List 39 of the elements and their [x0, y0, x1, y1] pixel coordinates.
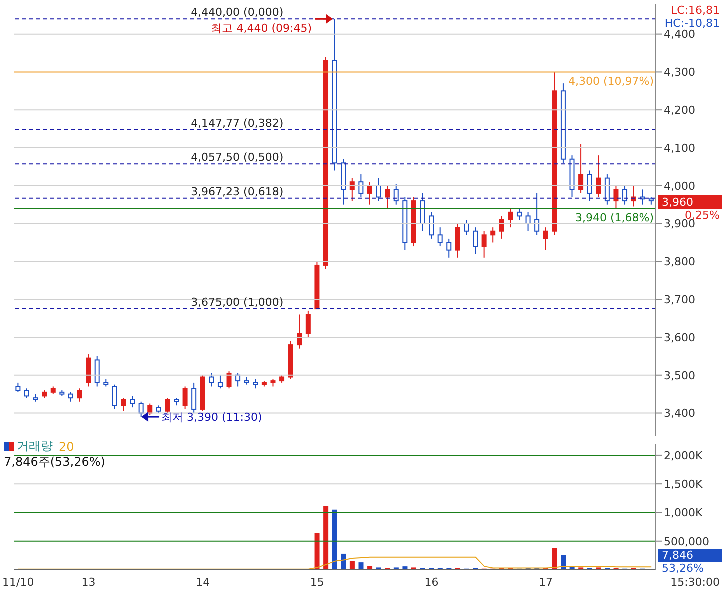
y-tick-label: 1,000K — [664, 506, 704, 520]
y-tick-label: 4,100 — [664, 142, 696, 155]
annotation: 최저 3,390 (11:30) — [162, 411, 262, 424]
y-tick-label: 3,800 — [664, 256, 696, 269]
annotation: 4,057,50 (0,500) — [191, 151, 284, 164]
y-tick-label: 4,000 — [664, 180, 696, 193]
y-tick-label: 4,300 — [664, 66, 696, 80]
x-tick-label: 14 — [196, 576, 210, 589]
x-tick-label: 15 — [310, 576, 324, 589]
ref-line-label: 3,940 (1,68%) — [575, 212, 654, 225]
ref-line-label: 4,300 (10,97%) — [568, 75, 654, 88]
x-tick-label: 13 — [82, 576, 96, 589]
y-tick-label: 3,900 — [664, 218, 696, 231]
x-tick-label: 17 — [539, 576, 554, 589]
y-tick-label: 4,400 — [664, 28, 696, 42]
text: LC:16,81 — [670, 4, 720, 17]
text: 20 — [59, 440, 74, 454]
y-tick-label: 3,600 — [664, 331, 696, 344]
text: 15:30:00 — [670, 576, 720, 589]
y-tick-label: 3,700 — [664, 293, 696, 306]
y-tick-label: 1,500K — [664, 478, 704, 491]
y-tick-label: 4,200 — [664, 104, 696, 118]
x-tick-label: 11/10 — [2, 576, 34, 589]
y-tick-label: 3,400 — [664, 407, 696, 420]
y-tick-label: 500,000 — [664, 535, 710, 548]
text: 3,960 — [662, 196, 694, 209]
y-tick-label: 2,000K — [664, 449, 704, 462]
annotation: 최고 4,440 (09:45) — [211, 22, 312, 36]
annotation: 3,967,23 (0,618) — [191, 185, 284, 198]
x-tick-label: 16 — [424, 576, 439, 589]
annotation: 4,440,00 (0,000) — [191, 6, 284, 20]
text: HC:-10,81 — [664, 17, 720, 30]
legend-label: 거래량 — [17, 438, 53, 455]
annotation: 3,675,00 (1,000) — [191, 296, 284, 310]
annotation: 7,846주(53,26%) — [4, 454, 106, 471]
tag: 7,846 — [658, 549, 722, 562]
y-tick-label: 3,500 — [664, 369, 696, 382]
annotation: 4,147,77 (0,382) — [191, 116, 284, 130]
text: 53,26% — [661, 562, 705, 575]
